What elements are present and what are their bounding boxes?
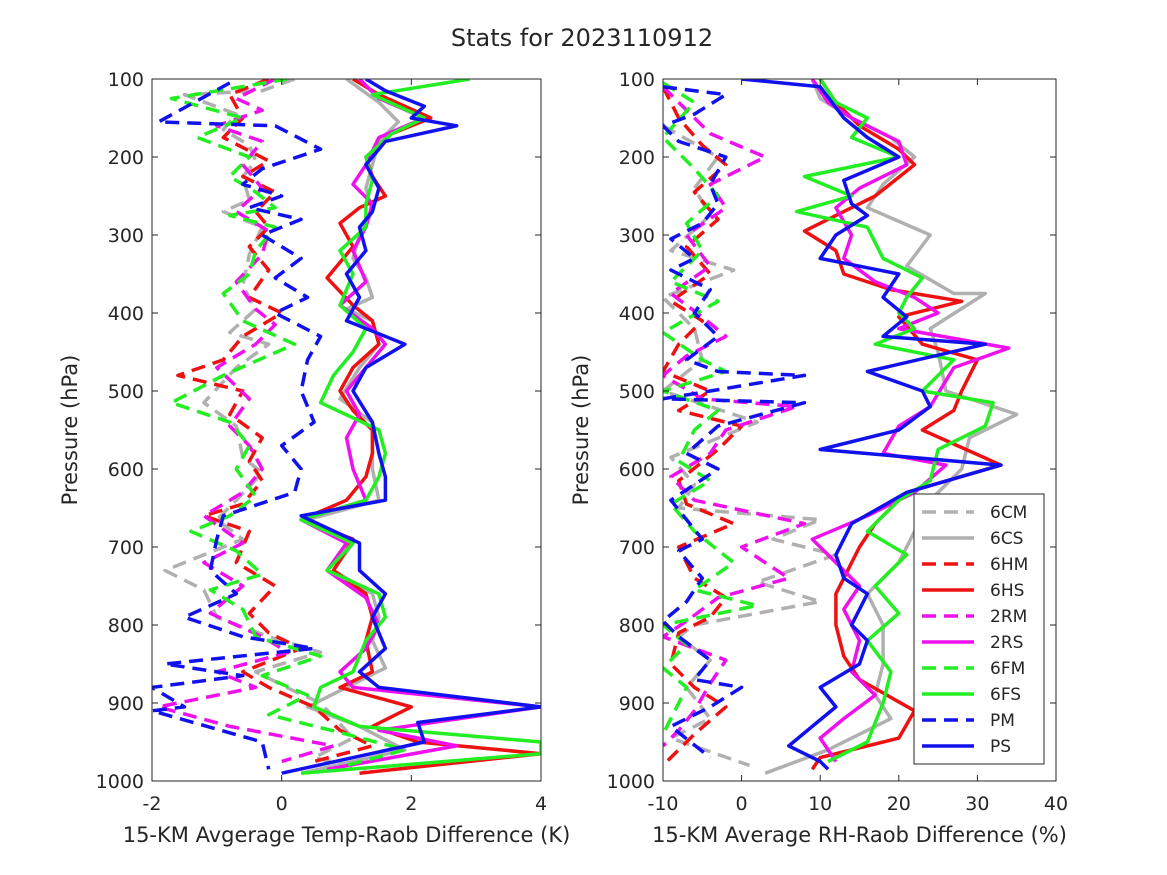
series-line-6hs — [802, 79, 1003, 771]
x-axis-label: 15-KM Average RH-Raob Difference (%) — [652, 823, 1067, 847]
series-line-ps — [281, 79, 541, 775]
legend-label-2rm: 2RM — [990, 607, 1027, 627]
y-tick-label: 500 — [619, 381, 655, 403]
legend-label-6fs: 6FS — [990, 685, 1021, 705]
y-tick-label: 200 — [619, 147, 655, 169]
y-tick-label: 400 — [619, 303, 655, 325]
series-line-6fm — [169, 79, 407, 768]
series-line-2rm — [156, 79, 336, 764]
y-tick-label: 900 — [108, 693, 144, 715]
x-tick-label: -10 — [647, 793, 678, 815]
x-tick-label: 2 — [405, 793, 417, 815]
y-tick-label: 700 — [619, 537, 655, 559]
series-line-2rs — [299, 79, 541, 772]
x-tick-label: 40 — [1044, 793, 1068, 815]
x-tick-label: 0 — [736, 793, 748, 815]
y-tick-label: 100 — [619, 69, 655, 91]
series-group — [152, 79, 541, 775]
axes-box — [151, 78, 542, 782]
x-tick-label: 20 — [887, 793, 911, 815]
y-tick-label: 900 — [619, 693, 655, 715]
series-line-6fs — [794, 79, 995, 764]
series-line-pm — [152, 81, 323, 770]
y-axis-label: Pressure (hPa) — [569, 355, 593, 506]
rh-difference-panel: -10 0 10 20 30 40 100 200 300 400 500 600 700 800 900 1… — [569, 69, 1068, 847]
legend-label-6hm: 6HM — [990, 555, 1028, 575]
x-tick-label: 30 — [965, 793, 989, 815]
temp-difference-panel: -2 0 2 4 100 200 300 400 500 600 700 800 900 1000 15-K… — [58, 69, 570, 847]
x-tick-label: 0 — [276, 793, 288, 815]
x-tick-label: 4 — [535, 793, 547, 815]
series-line-6cm — [163, 79, 367, 772]
y-tick-label: 1000 — [607, 771, 655, 793]
legend-label-ps: PS — [990, 737, 1011, 757]
series-group — [663, 79, 1019, 775]
y-tick-label: 700 — [108, 537, 144, 559]
series-line-pm — [663, 85, 807, 759]
series-line-ps — [741, 79, 1003, 771]
y-tick-label: 800 — [108, 615, 144, 637]
y-tick-label: 300 — [619, 225, 655, 247]
series-line-2rm — [663, 85, 807, 748]
legend-label-2rs: 2RS — [990, 633, 1023, 653]
y-tick-label: 100 — [108, 69, 144, 91]
axes-box — [662, 78, 1057, 782]
y-tick-label: 800 — [619, 615, 655, 637]
figure-title: Stats for 2023110912 — [451, 24, 713, 52]
y-tick-label: 600 — [619, 459, 655, 481]
series-line-6hm — [176, 79, 375, 764]
legend-label-6fm: 6FM — [990, 659, 1025, 679]
y-axis-label: Pressure (hPa) — [58, 355, 82, 506]
y-tick-label: 500 — [108, 381, 144, 403]
y-tick-label: 400 — [108, 303, 144, 325]
series-line-6fs — [299, 79, 541, 775]
legend: 6CM 6CS 6HM 6HS 2RM 2RS 6FM 6FS PM PS — [913, 493, 1045, 765]
y-tick-label: 200 — [108, 147, 144, 169]
legend-label-6cs: 6CS — [990, 529, 1023, 549]
y-tick-label: 1000 — [96, 771, 144, 793]
legend-label-6cm: 6CM — [990, 503, 1027, 523]
x-axis-label: 15-KM Avgerage Temp-Raob Difference (K) — [123, 823, 571, 847]
y-tick-label: 300 — [108, 225, 144, 247]
legend-label-6hs: 6HS — [990, 581, 1024, 601]
x-tick-label: -2 — [143, 793, 162, 815]
x-tick-label: 10 — [808, 793, 832, 815]
legend-box — [913, 493, 1045, 765]
legend-label-pm: PM — [990, 711, 1015, 731]
y-tick-label: 600 — [108, 459, 144, 481]
series-line-6fm — [663, 81, 760, 735]
